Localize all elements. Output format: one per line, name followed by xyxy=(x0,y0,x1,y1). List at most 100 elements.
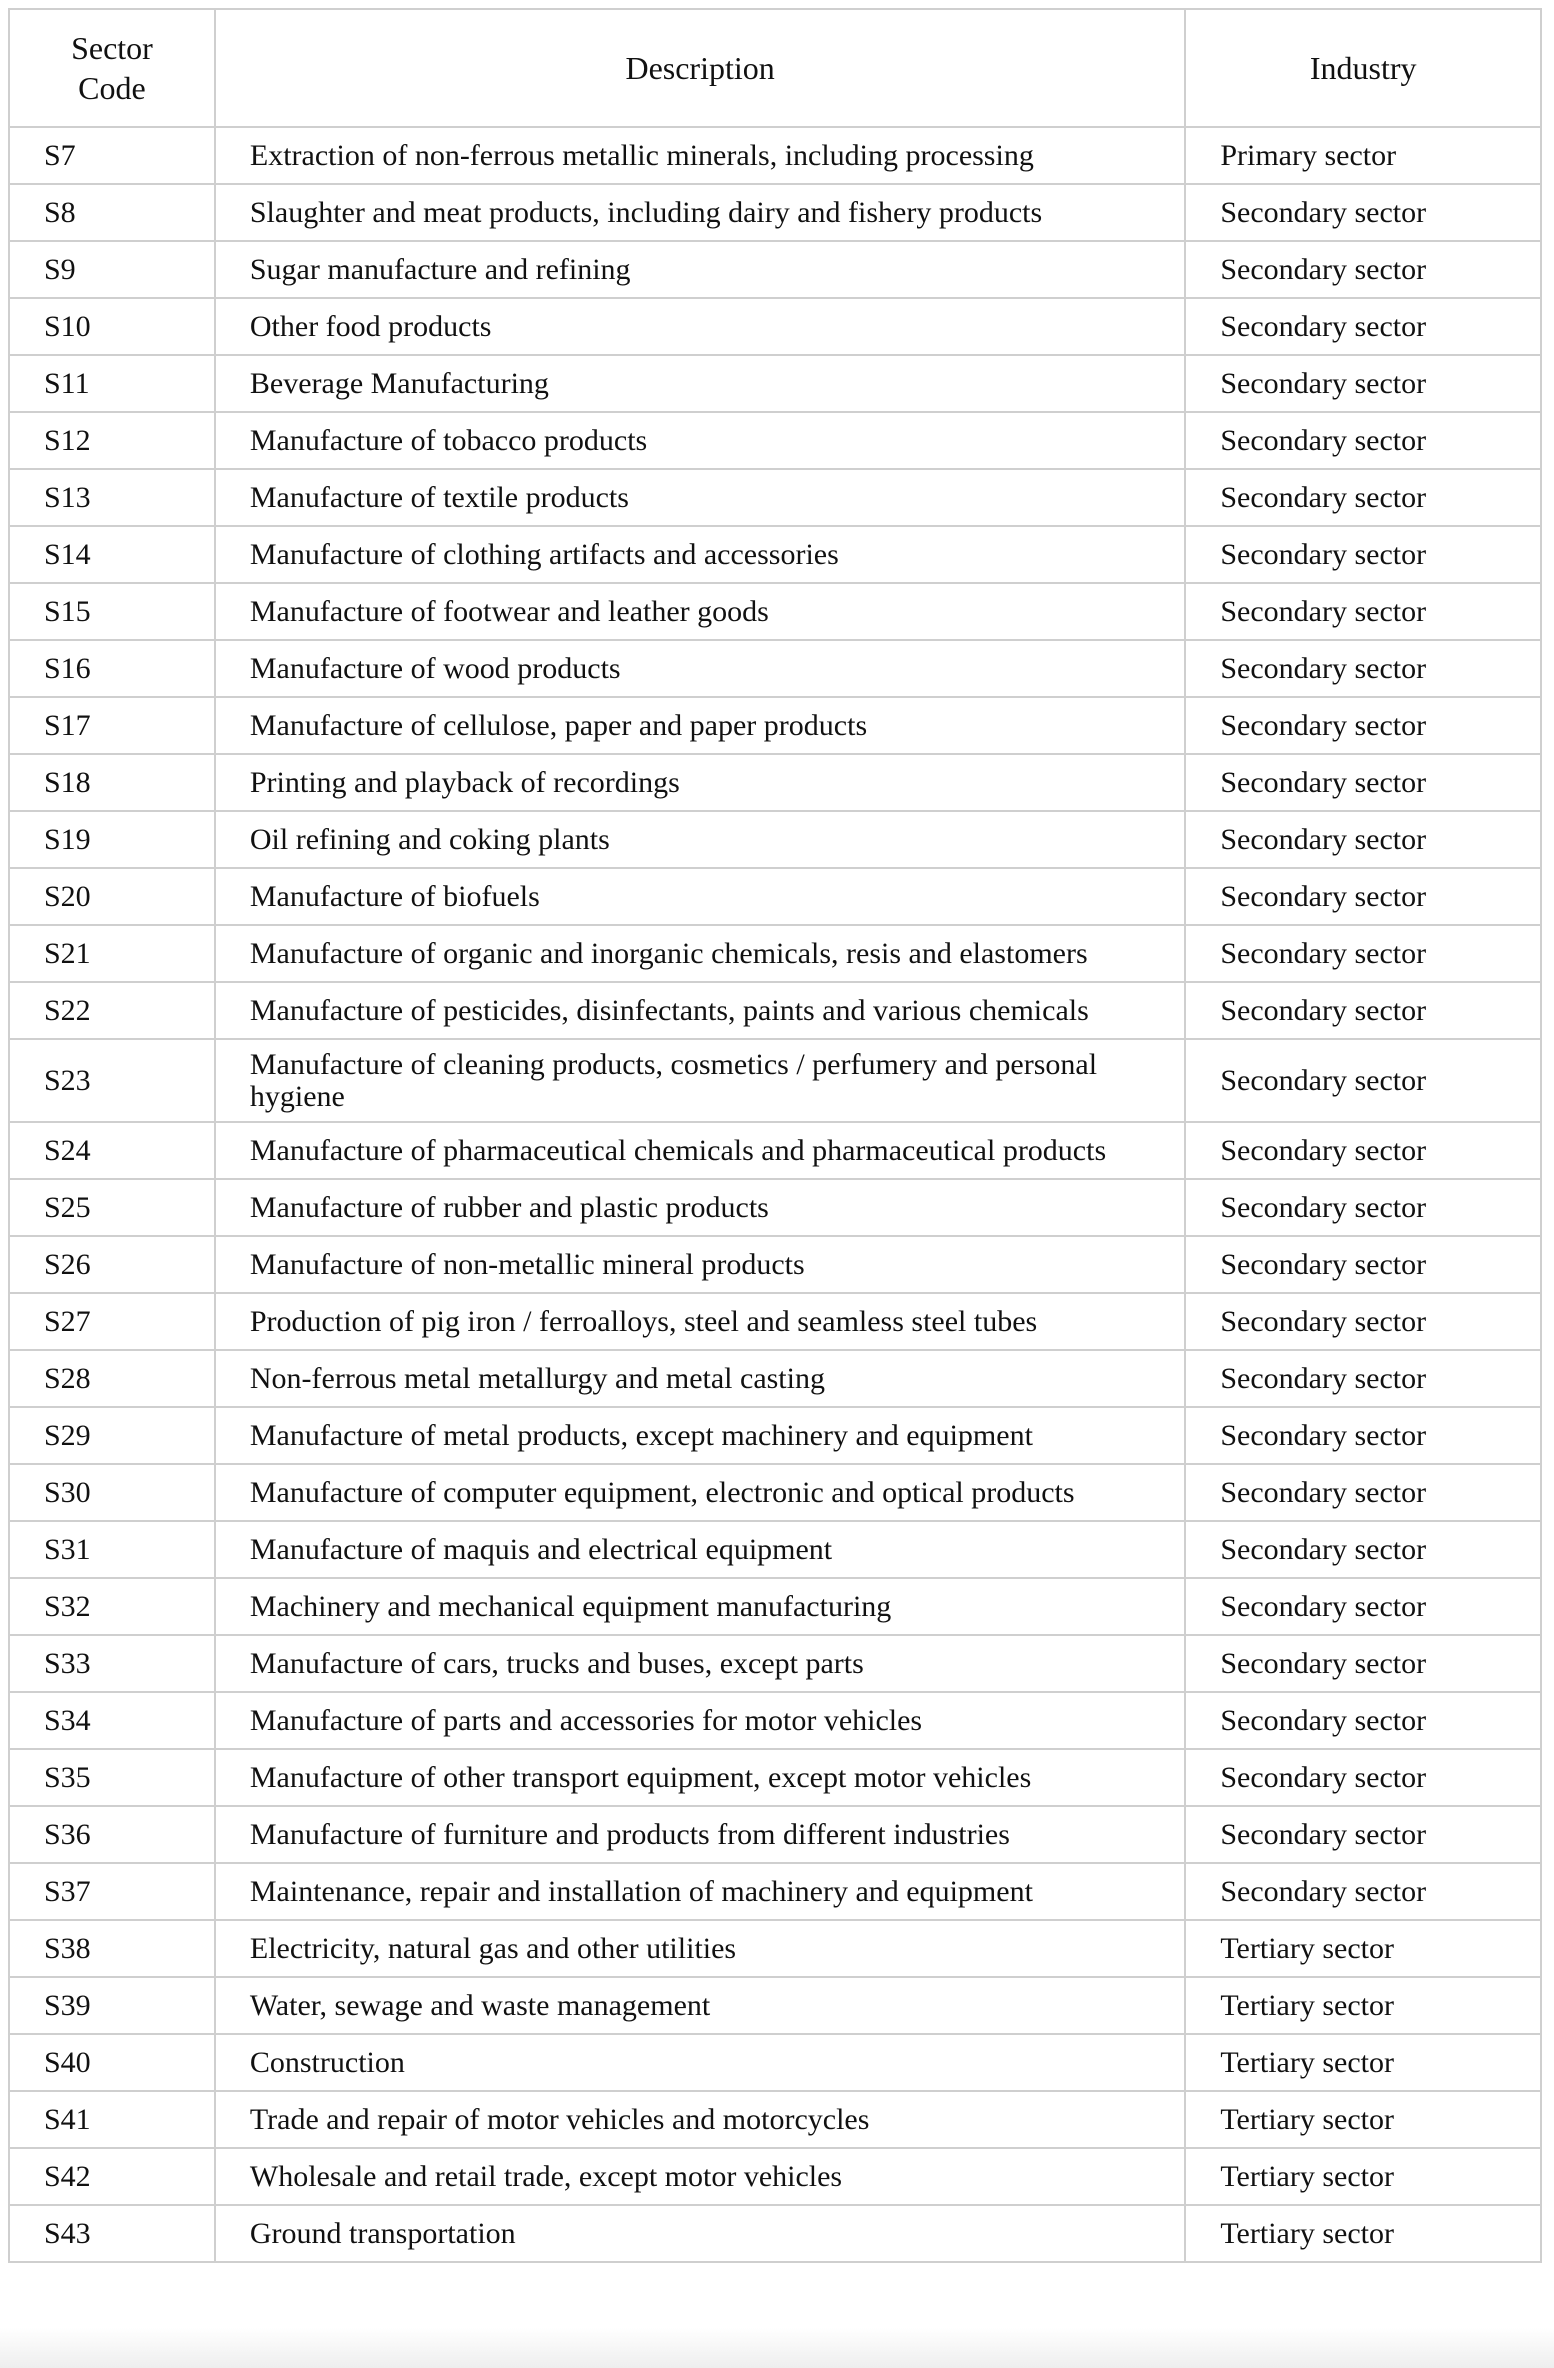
industry-cell: Tertiary sector xyxy=(1184,1919,1542,1978)
industry-cell: Secondary sector xyxy=(1184,1463,1542,1522)
description-cell: Wholesale and retail trade, except motor… xyxy=(213,2147,1187,2206)
table-row: S20 Manufacture of biofuels Secondary sect… xyxy=(8,867,1542,926)
description-cell: Non-ferrous metal metallurgy and metal c… xyxy=(213,1349,1187,1408)
sector-code-cell: S17 xyxy=(8,696,216,755)
description-cell: Manufacture of biofuels xyxy=(213,867,1187,926)
sector-code-cell: S38 xyxy=(8,1919,216,1978)
page-bottom-shade xyxy=(0,2328,1554,2368)
sector-code-cell: S7 xyxy=(8,126,216,185)
industry-cell: Secondary sector xyxy=(1184,1038,1542,1123)
description-cell: Construction xyxy=(213,2033,1187,2092)
industry-cell: Secondary sector xyxy=(1184,981,1542,1040)
header-description: Description xyxy=(213,8,1187,128)
industry-cell: Secondary sector xyxy=(1184,582,1542,641)
table-row: S34 Manufacture of parts and accessories … xyxy=(8,1691,1542,1750)
description-cell: Manufacture of footwear and leather good… xyxy=(213,582,1187,641)
table-row: S29 Manufacture of metal products, except… xyxy=(8,1406,1542,1465)
table-row: S9 Sugar manufacture and refining Secondar… xyxy=(8,240,1542,299)
industry-cell: Secondary sector xyxy=(1184,753,1542,812)
sector-code-cell: S27 xyxy=(8,1292,216,1351)
table-row: S11 Beverage Manufacturing Secondary secto… xyxy=(8,354,1542,413)
table-row: S19 Oil refining and coking plants Seconda… xyxy=(8,810,1542,869)
sector-code-cell: S26 xyxy=(8,1235,216,1294)
sector-code-cell: S22 xyxy=(8,981,216,1040)
description-cell: Manufacture of other transport equipment… xyxy=(213,1748,1187,1807)
industry-cell: Secondary sector xyxy=(1184,924,1542,983)
table-body: S7 Extraction of non-ferrous metallic min… xyxy=(8,126,1542,2263)
table-row: S41 Trade and repair of motor vehicles an… xyxy=(8,2090,1542,2149)
description-cell: Ground transportation xyxy=(213,2204,1187,2263)
header-sector-code: Sector Code xyxy=(8,8,216,128)
industry-cell: Secondary sector xyxy=(1184,411,1542,470)
description-cell: Manufacture of furniture and products fr… xyxy=(213,1805,1187,1864)
industry-cell: Secondary sector xyxy=(1184,297,1542,356)
table-row: S42 Wholesale and retail trade, except mo… xyxy=(8,2147,1542,2206)
industry-cell: Secondary sector xyxy=(1184,240,1542,299)
description-cell: Manufacture of tobacco products xyxy=(213,411,1187,470)
description-cell: Sugar manufacture and refining xyxy=(213,240,1187,299)
description-cell: Manufacture of metal products, except ma… xyxy=(213,1406,1187,1465)
table-row: S16 Manufacture of wood products Secondary… xyxy=(8,639,1542,698)
table-row: S28 Non-ferrous metal metallurgy and meta… xyxy=(8,1349,1542,1408)
sector-code-cell: S36 xyxy=(8,1805,216,1864)
table-row: S17 Manufacture of cellulose, paper and p… xyxy=(8,696,1542,755)
table-row: S43 Ground transportation Tertiary sector xyxy=(8,2204,1542,2263)
table-row: S7 Extraction of non-ferrous metallic min… xyxy=(8,126,1542,185)
sector-code-cell: S39 xyxy=(8,1976,216,2035)
table-row: S40 Construction Tertiary sector xyxy=(8,2033,1542,2092)
table-row: S26 Manufacture of non-metallic mineral p… xyxy=(8,1235,1542,1294)
description-cell: Manufacture of organic and inorganic che… xyxy=(213,924,1187,983)
header-industry: Industry xyxy=(1184,8,1542,128)
industry-cell: Tertiary sector xyxy=(1184,1976,1542,2035)
description-cell: Water, sewage and waste management xyxy=(213,1976,1187,2035)
table-row: S14 Manufacture of clothing artifacts and… xyxy=(8,525,1542,584)
sector-code-cell: S10 xyxy=(8,297,216,356)
table-row: S27 Production of pig iron / ferroalloys,… xyxy=(8,1292,1542,1351)
industry-cell: Secondary sector xyxy=(1184,1862,1542,1921)
description-cell: Manufacture of computer equipment, elect… xyxy=(213,1463,1187,1522)
sector-code-cell: S33 xyxy=(8,1634,216,1693)
description-cell: Manufacture of non-metallic mineral prod… xyxy=(213,1235,1187,1294)
sector-code-cell: S18 xyxy=(8,753,216,812)
description-cell: Manufacture of clothing artifacts and ac… xyxy=(213,525,1187,584)
sector-code-cell: S31 xyxy=(8,1520,216,1579)
table-row: S22 Manufacture of pesticides, disinfecta… xyxy=(8,981,1542,1040)
sector-code-cell: S14 xyxy=(8,525,216,584)
description-cell: Production of pig iron / ferroalloys, st… xyxy=(213,1292,1187,1351)
industry-cell: Secondary sector xyxy=(1184,525,1542,584)
industry-cell: Secondary sector xyxy=(1184,1577,1542,1636)
sector-code-cell: S8 xyxy=(8,183,216,242)
table-row: S21 Manufacture of organic and inorganic … xyxy=(8,924,1542,983)
industry-cell: Secondary sector xyxy=(1184,1349,1542,1408)
table-row: S13 Manufacture of textile products Second… xyxy=(8,468,1542,527)
table-row: S8 Slaughter and meat products, including… xyxy=(8,183,1542,242)
table-row: S38 Electricity, natural gas and other ut… xyxy=(8,1919,1542,1978)
description-cell: Manufacture of parts and accessories for… xyxy=(213,1691,1187,1750)
industry-cell: Tertiary sector xyxy=(1184,2033,1542,2092)
sector-code-cell: S13 xyxy=(8,468,216,527)
sector-code-cell: S37 xyxy=(8,1862,216,1921)
sector-code-cell: S21 xyxy=(8,924,216,983)
description-cell: Manufacture of pharmaceutical chemicals … xyxy=(213,1121,1187,1180)
sector-code-cell: S11 xyxy=(8,354,216,413)
table-row: S15 Manufacture of footwear and leather g… xyxy=(8,582,1542,641)
industry-cell: Tertiary sector xyxy=(1184,2090,1542,2149)
sector-code-cell: S42 xyxy=(8,2147,216,2206)
table-row: S10 Other food products Secondary sector xyxy=(8,297,1542,356)
sector-code-cell: S19 xyxy=(8,810,216,869)
industry-cell: Secondary sector xyxy=(1184,354,1542,413)
sector-code-cell: S28 xyxy=(8,1349,216,1408)
industry-cell: Secondary sector xyxy=(1184,696,1542,755)
header-row: Sector Code Description Industry xyxy=(8,8,1542,128)
sector-code-cell: S32 xyxy=(8,1577,216,1636)
industry-cell: Primary sector xyxy=(1184,126,1542,185)
sector-code-cell: S34 xyxy=(8,1691,216,1750)
description-cell: Oil refining and coking plants xyxy=(213,810,1187,869)
table-row: S23 Manufacture of cleaning products, cos… xyxy=(8,1038,1542,1123)
table-row: S25 Manufacture of rubber and plastic pro… xyxy=(8,1178,1542,1237)
industry-cell: Tertiary sector xyxy=(1184,2204,1542,2263)
table-row: S24 Manufacture of pharmaceutical chemica… xyxy=(8,1121,1542,1180)
industry-cell: Secondary sector xyxy=(1184,639,1542,698)
sector-code-cell: S41 xyxy=(8,2090,216,2149)
industry-cell: Secondary sector xyxy=(1184,183,1542,242)
